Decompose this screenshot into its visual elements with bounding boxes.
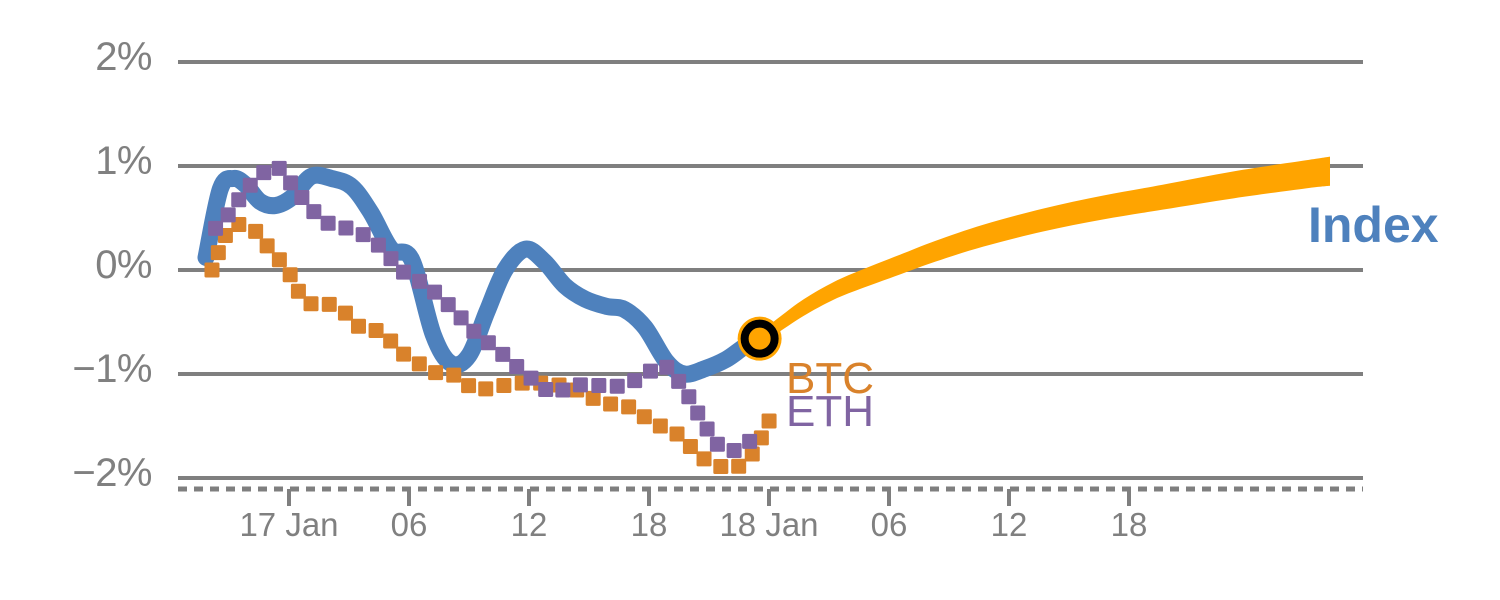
data-point-marker (220, 207, 236, 223)
data-point-marker (744, 446, 760, 462)
data-point-marker (496, 377, 512, 393)
data-point-marker (603, 396, 619, 412)
data-point-marker (411, 356, 427, 372)
data-point-marker (283, 175, 299, 191)
data-point-marker (210, 245, 226, 261)
data-point-marker (591, 377, 607, 393)
data-point-marker (726, 443, 742, 459)
x-axis-tick-label: 18 (630, 506, 668, 543)
y-axis-tick-label: 1% (95, 139, 152, 183)
series-label-index: Index (1308, 197, 1439, 253)
data-point-marker (303, 296, 319, 312)
data-point-marker (742, 433, 758, 449)
data-point-marker (671, 373, 687, 389)
data-point-marker (753, 430, 769, 446)
x-axis-tick-label: 06 (390, 506, 428, 543)
current-point-marker[interactable] (737, 316, 782, 361)
data-point-marker (271, 252, 287, 268)
data-point-marker (681, 389, 697, 405)
data-point-marker (461, 378, 477, 394)
data-point-marker (294, 190, 310, 206)
data-point-marker (338, 220, 354, 236)
data-point-marker (355, 227, 371, 243)
data-point-marker (427, 284, 443, 300)
forecast-band (759, 156, 1330, 345)
data-point-marker (682, 439, 698, 455)
data-point-marker (428, 365, 444, 381)
data-point-marker (478, 381, 494, 397)
data-point-marker (306, 204, 322, 220)
y-axis-tick-label: −2% (72, 451, 152, 495)
data-point-marker (350, 318, 366, 334)
data-point-marker (696, 451, 712, 467)
data-point-marker (642, 363, 658, 379)
y-axis-tick-label: 2% (95, 35, 152, 79)
forecast-band-area (759, 156, 1330, 345)
data-point-marker (480, 335, 496, 351)
data-point-marker (523, 370, 539, 386)
data-point-marker (248, 223, 264, 239)
data-point-marker (572, 377, 588, 393)
data-point-marker (204, 262, 220, 278)
data-point-marker (446, 367, 462, 383)
data-point-marker (699, 421, 715, 437)
data-point-marker (242, 177, 258, 193)
data-point-marker (713, 459, 729, 475)
data-point-marker (368, 323, 384, 339)
data-point-marker (669, 426, 685, 442)
data-point-marker (231, 192, 247, 208)
data-point-marker (627, 373, 643, 389)
data-point-marker (709, 436, 725, 452)
data-point-marker (636, 409, 652, 425)
data-point-marker (256, 165, 272, 181)
x-axis-tick-label: 18 Jan (719, 506, 819, 543)
data-point-marker (652, 418, 668, 434)
data-point-marker (538, 381, 554, 397)
data-point-marker (320, 215, 336, 231)
data-point-marker (731, 458, 747, 474)
data-point-marker (761, 413, 777, 429)
data-point-marker (412, 273, 428, 289)
data-point-marker (690, 405, 706, 421)
x-axis-tick-label: 17 Jan (239, 506, 339, 543)
x-axis-group (178, 486, 1363, 506)
data-point-marker (396, 264, 412, 280)
data-point-marker (453, 310, 469, 326)
x-axis-tick-label: 12 (990, 506, 1028, 543)
y-axis-tick-label: 0% (95, 243, 152, 287)
data-point-marker (321, 296, 337, 312)
data-point-marker (396, 346, 412, 362)
gridlines-group (178, 60, 1363, 480)
data-point-marker (509, 358, 525, 374)
data-point-marker (585, 390, 601, 406)
data-point-marker (290, 283, 306, 299)
data-point-marker (466, 323, 482, 339)
data-point-marker (337, 305, 353, 321)
x-axis-tick-label: 18 (1110, 506, 1148, 543)
data-point-marker (208, 220, 224, 236)
data-point-marker (282, 267, 298, 283)
eth-dotted-line (208, 160, 758, 459)
data-point-marker (495, 346, 511, 362)
data-point-marker (383, 251, 399, 267)
data-point-marker (259, 238, 275, 254)
y-axis-tick-label: −1% (72, 347, 152, 391)
marker-ring[interactable] (740, 319, 779, 358)
data-point-marker (659, 359, 675, 375)
data-point-marker (621, 399, 637, 415)
btc-dotted-line (204, 217, 777, 475)
data-point-marker (370, 237, 386, 253)
data-point-marker (383, 333, 399, 349)
x-axis-tick-label: 12 (510, 506, 548, 543)
x-axis-tick-label: 06 (870, 506, 908, 543)
data-point-marker (271, 160, 287, 176)
data-point-marker (555, 382, 571, 398)
series-label-btc: BTC (786, 354, 874, 403)
data-point-marker (609, 378, 625, 394)
series-label-eth: ETH (786, 387, 874, 436)
data-point-marker (440, 297, 456, 313)
